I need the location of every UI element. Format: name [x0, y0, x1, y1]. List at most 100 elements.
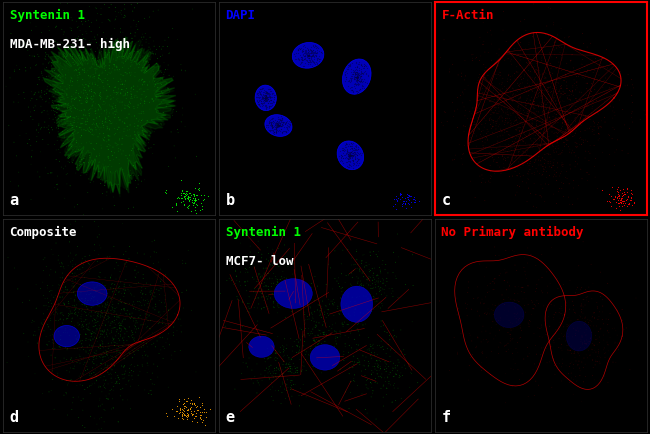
Point: [68, 51, 78, 58]
Point: [261, 96, 272, 103]
Point: [103, 301, 113, 308]
Point: [346, 151, 356, 158]
Point: [127, 327, 137, 334]
Point: [168, 295, 178, 302]
Point: [350, 71, 361, 78]
Point: [523, 92, 534, 99]
Point: [288, 386, 298, 393]
Point: [344, 154, 354, 161]
Point: [340, 332, 350, 339]
Point: [85, 65, 96, 72]
Point: [127, 152, 137, 159]
Point: [376, 371, 387, 378]
Point: [359, 62, 369, 69]
Point: [116, 322, 126, 329]
Point: [528, 115, 538, 122]
Point: [86, 330, 96, 337]
Point: [8, 99, 19, 105]
Point: [312, 306, 322, 313]
Point: [616, 196, 627, 203]
Point: [301, 47, 311, 54]
Point: [259, 92, 270, 99]
Point: [68, 95, 78, 102]
Point: [280, 121, 291, 128]
Point: [263, 257, 274, 264]
Point: [260, 95, 270, 102]
Point: [507, 383, 517, 390]
Point: [142, 53, 153, 59]
Point: [617, 198, 627, 205]
Point: [480, 74, 490, 81]
Point: [326, 325, 337, 332]
Point: [523, 60, 533, 67]
Point: [267, 347, 278, 354]
Point: [93, 313, 103, 320]
Point: [260, 96, 270, 103]
Point: [261, 95, 271, 102]
Point: [283, 368, 293, 375]
Point: [463, 145, 473, 152]
Point: [359, 270, 369, 277]
Point: [53, 186, 63, 193]
Point: [137, 42, 148, 49]
Point: [523, 393, 534, 400]
Point: [352, 74, 363, 81]
Point: [72, 18, 82, 25]
Point: [356, 72, 367, 79]
Point: [355, 149, 365, 156]
Point: [254, 300, 264, 307]
Point: [347, 157, 358, 164]
Point: [506, 154, 517, 161]
Point: [259, 96, 270, 103]
Point: [512, 153, 522, 160]
Point: [267, 384, 278, 391]
Point: [100, 114, 110, 121]
Point: [85, 312, 96, 319]
Point: [348, 156, 359, 163]
Point: [64, 300, 74, 307]
Point: [107, 148, 117, 155]
Point: [543, 110, 553, 117]
Point: [72, 312, 83, 319]
Point: [301, 349, 311, 355]
Point: [602, 65, 612, 72]
Point: [54, 71, 64, 78]
Point: [353, 61, 363, 68]
Point: [81, 118, 91, 125]
Point: [35, 148, 46, 155]
Point: [554, 99, 565, 106]
Point: [127, 62, 137, 69]
Point: [273, 300, 283, 307]
Point: [257, 251, 267, 258]
Point: [98, 283, 109, 290]
Point: [267, 122, 278, 128]
Point: [88, 74, 98, 81]
Point: [352, 71, 363, 78]
Point: [105, 18, 115, 25]
Point: [112, 326, 122, 333]
Point: [89, 297, 99, 304]
Point: [309, 50, 320, 57]
Point: [484, 115, 495, 122]
Point: [473, 294, 484, 301]
Point: [460, 142, 470, 149]
Point: [190, 197, 200, 204]
Point: [257, 305, 267, 312]
Point: [532, 281, 542, 288]
Point: [545, 160, 556, 167]
Point: [87, 365, 98, 372]
Point: [187, 6, 198, 13]
Point: [582, 354, 593, 361]
Point: [120, 368, 131, 375]
Point: [179, 411, 190, 418]
Point: [99, 314, 109, 321]
Point: [493, 133, 503, 140]
Point: [523, 80, 533, 87]
Point: [348, 164, 358, 171]
Point: [304, 48, 315, 55]
Point: [613, 193, 623, 200]
Point: [116, 362, 127, 369]
Point: [307, 49, 318, 56]
Point: [554, 305, 565, 312]
Point: [271, 364, 281, 371]
